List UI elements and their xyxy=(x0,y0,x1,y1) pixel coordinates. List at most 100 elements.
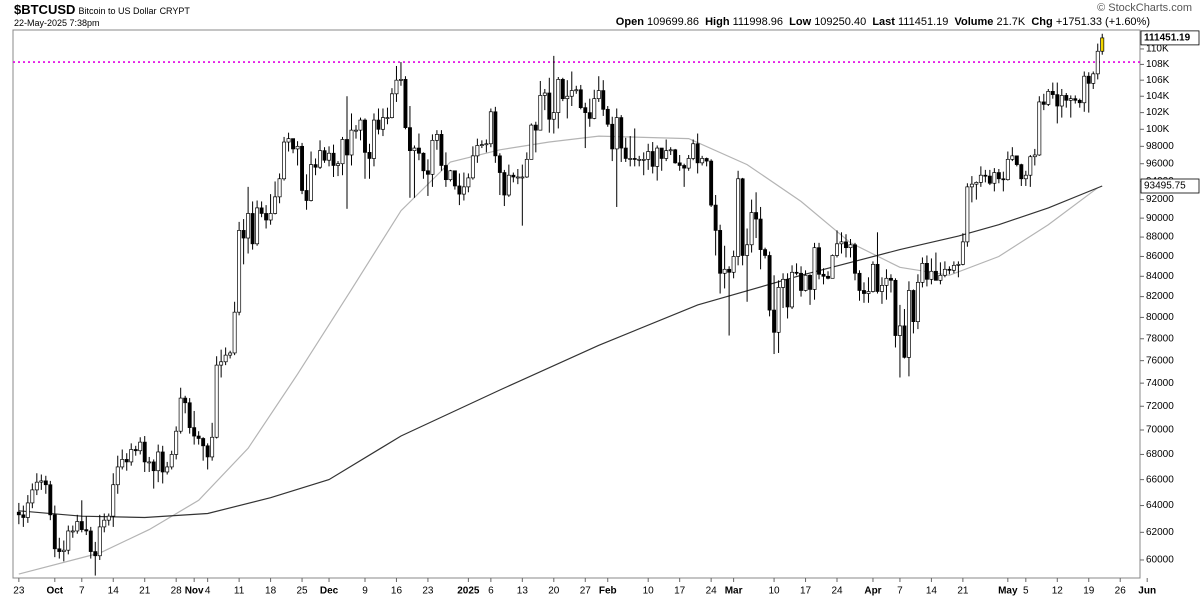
candle-body xyxy=(1032,154,1037,158)
candle-body xyxy=(124,459,129,463)
candle-body xyxy=(897,325,902,336)
y-tick-label: 74000 xyxy=(1146,378,1174,389)
candle-body xyxy=(637,158,642,161)
x-tick-label: 25 xyxy=(296,586,308,597)
candle-body xyxy=(61,549,66,552)
candle-body xyxy=(484,143,489,146)
candle-body xyxy=(614,117,619,150)
chg-value: +1751.33 (+1.60%) xyxy=(1055,16,1150,28)
candle-body xyxy=(156,451,161,472)
x-tick-label: 6 xyxy=(488,586,494,597)
y-tick-label: 108K xyxy=(1146,59,1170,70)
candle-body xyxy=(610,123,615,150)
candle-body xyxy=(731,256,736,273)
candle-body xyxy=(34,481,39,491)
candle-body xyxy=(821,273,826,277)
candle-body xyxy=(700,158,705,164)
candle-body xyxy=(938,274,943,281)
candle-body xyxy=(115,466,120,486)
candle-body xyxy=(151,461,156,472)
x-tick-label: 26 xyxy=(1115,586,1127,597)
candle-body xyxy=(596,90,601,100)
candle-body xyxy=(363,119,367,153)
candle-body xyxy=(677,162,682,166)
candle-body xyxy=(839,241,844,245)
y-tick-label: 102K xyxy=(1146,107,1170,118)
header-left: $BTCUSD Bitcoin to US Dollar CRYPT 22-Ma… xyxy=(14,2,190,29)
candle-body xyxy=(857,272,862,291)
candle-body xyxy=(880,285,884,292)
candle-body xyxy=(183,397,188,404)
candle-body xyxy=(511,174,516,178)
candle-body xyxy=(664,150,669,159)
candle-body xyxy=(794,271,799,274)
candle-body xyxy=(763,249,768,256)
candle-body xyxy=(241,230,246,239)
candle-body xyxy=(313,164,318,168)
candle-body xyxy=(160,451,165,473)
candle-body xyxy=(767,255,772,311)
candle-body xyxy=(758,218,763,250)
candle-body xyxy=(902,325,907,358)
instrument-name: Bitcoin to US Dollar xyxy=(78,6,157,16)
candle-body xyxy=(412,147,417,151)
x-tick-label: May xyxy=(998,586,1018,597)
candle-body xyxy=(529,124,534,160)
candle-body xyxy=(470,155,475,179)
candle-body xyxy=(686,158,691,169)
y-tick-label: 90000 xyxy=(1146,213,1174,224)
candle-body xyxy=(43,480,48,486)
candle-body xyxy=(641,158,646,161)
candle-body xyxy=(668,149,673,152)
candle-body xyxy=(210,436,215,458)
candle-body xyxy=(740,178,745,256)
value-flag: 93495.75 xyxy=(1144,181,1186,192)
open-label: Open xyxy=(615,16,644,28)
candle-body xyxy=(524,158,529,178)
candle-body xyxy=(372,119,376,159)
candle-body xyxy=(223,354,228,363)
candle-body xyxy=(713,204,718,231)
candle-body xyxy=(826,275,830,279)
candle-body xyxy=(992,172,997,184)
candle-body xyxy=(349,129,354,156)
candle-body xyxy=(345,139,349,156)
candle-body xyxy=(79,521,84,530)
low-label: Low xyxy=(789,16,812,28)
candle-body xyxy=(120,459,125,468)
candle-body xyxy=(835,243,839,256)
x-tick-label: Feb xyxy=(599,586,617,597)
candle-body xyxy=(196,435,201,439)
candle-body xyxy=(488,111,493,145)
candle-body xyxy=(515,176,520,179)
candle-body xyxy=(1050,91,1055,95)
candle-body xyxy=(628,158,633,160)
candle-body xyxy=(214,364,219,438)
candle-body xyxy=(443,165,448,181)
candle-body xyxy=(538,95,543,131)
candle-body xyxy=(727,268,732,273)
candle-body xyxy=(924,262,929,280)
candle-body xyxy=(318,150,322,168)
candle-body xyxy=(983,174,988,177)
last-value: 111451.19 xyxy=(898,16,949,28)
candle-body xyxy=(556,79,561,113)
candle-body xyxy=(165,466,170,473)
candle-body xyxy=(817,247,821,275)
candle-body xyxy=(493,111,498,157)
candle-body xyxy=(102,519,107,528)
candle-body xyxy=(264,213,269,221)
candle-body xyxy=(205,445,210,458)
candle-body xyxy=(646,151,651,160)
candle-body xyxy=(871,263,875,292)
candle-body xyxy=(282,141,287,180)
plot-area xyxy=(13,33,1140,576)
candle-body xyxy=(1091,73,1096,84)
candle-body xyxy=(542,92,547,96)
candle-body xyxy=(475,145,480,157)
candle-body xyxy=(84,529,89,532)
x-tick-label: 13 xyxy=(517,586,529,597)
y-tick-label: 76000 xyxy=(1146,355,1174,366)
candle-body xyxy=(1001,178,1006,181)
candle-body xyxy=(956,263,961,266)
